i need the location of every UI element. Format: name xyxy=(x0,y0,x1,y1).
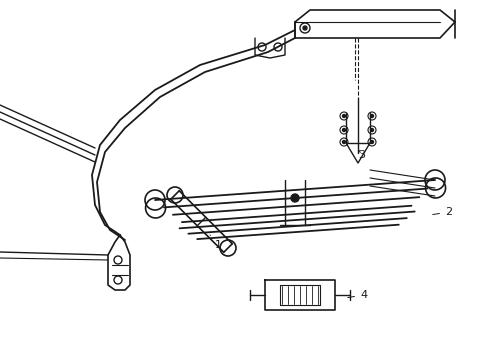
Circle shape xyxy=(303,26,307,30)
Text: 1: 1 xyxy=(210,235,222,250)
Circle shape xyxy=(343,140,345,144)
Circle shape xyxy=(370,129,373,131)
Text: 4: 4 xyxy=(348,290,367,300)
Circle shape xyxy=(370,114,373,117)
Circle shape xyxy=(343,114,345,117)
Text: 3: 3 xyxy=(358,150,365,160)
Circle shape xyxy=(291,194,299,202)
Circle shape xyxy=(370,140,373,144)
Circle shape xyxy=(343,129,345,131)
Text: 2: 2 xyxy=(433,207,452,217)
